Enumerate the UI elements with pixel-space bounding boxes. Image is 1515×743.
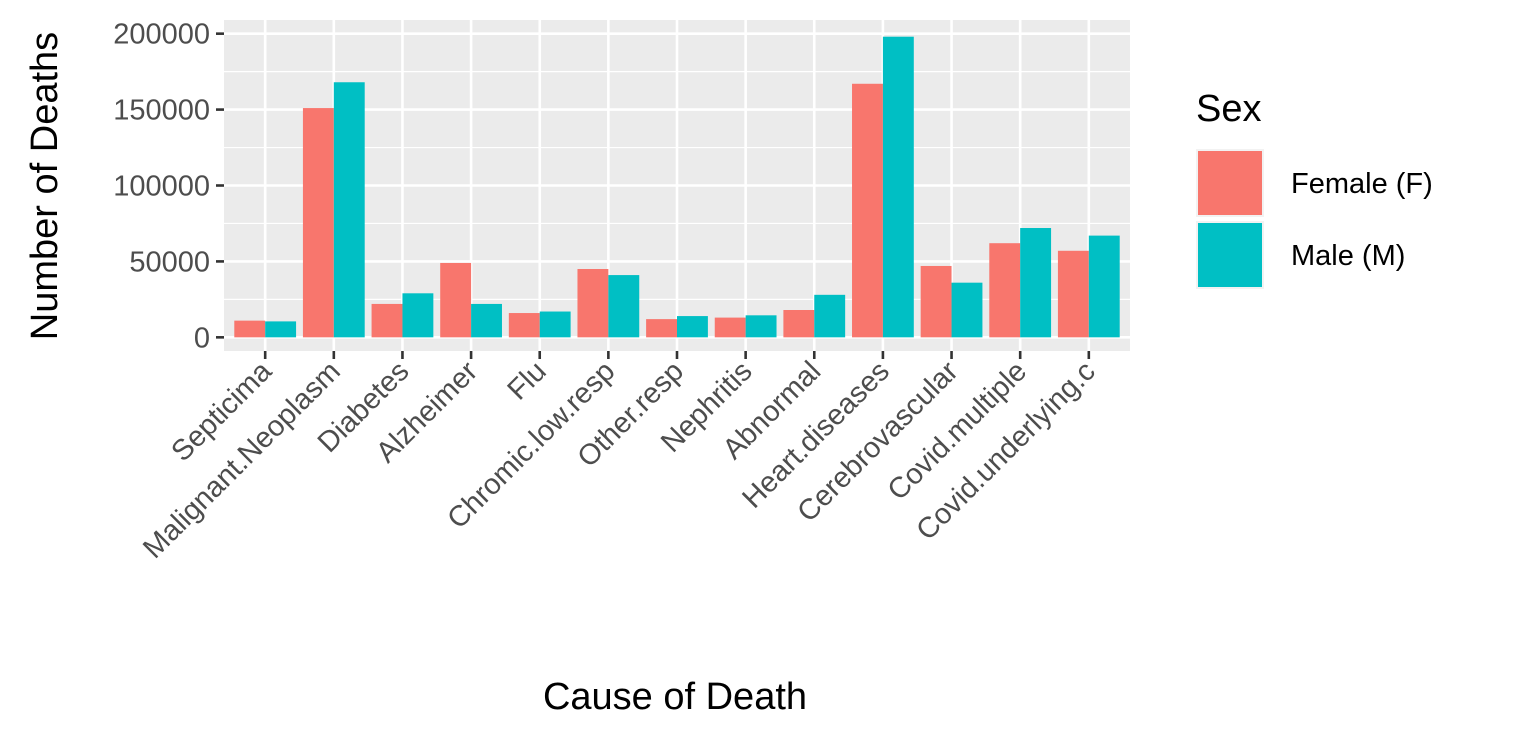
bar [783,310,815,338]
x-tick-label: Flu [502,355,553,406]
bar [402,293,434,338]
bar [1088,235,1120,338]
y-tick-label: 200000 [113,19,210,51]
bar [608,275,640,338]
x-axis: SepticimaMalignant.NeoplasmDiabetesAlzhe… [137,351,1102,565]
bar [440,262,472,338]
y-tick-label: 100000 [113,171,210,203]
bar [677,316,708,338]
y-tick-label: 50000 [129,246,210,278]
bar [814,294,846,338]
bar [714,317,746,338]
x-axis-title: Cause of Death [543,676,807,718]
bar [333,82,365,338]
bar [1057,250,1089,338]
legend-label: Male (M) [1291,240,1405,272]
bar [302,108,334,338]
legend-key [1198,223,1262,287]
legend-key [1198,151,1262,215]
bar [234,320,266,338]
y-axis: 0 50000 100000 150000 200000 [113,19,224,354]
bar [508,313,540,338]
bar [745,315,777,338]
bar [989,243,1021,338]
y-axis-title: Number of Deaths [24,32,66,340]
bar [471,303,502,338]
bar [882,36,914,338]
y-tick-label: 0 [194,322,210,354]
bar [577,269,609,338]
legend-title: Sex [1196,88,1261,130]
bar [646,319,677,338]
bar [371,303,403,338]
legend: Sex Female (F) Male (M) [1196,88,1433,289]
bar [265,321,297,338]
y-tick-label: 150000 [113,95,210,127]
bars [234,36,1120,338]
bar [920,265,952,338]
bar [852,83,883,338]
bar [539,311,571,338]
legend-label: Female (F) [1291,168,1433,200]
bar [1020,228,1052,338]
bar [951,282,983,338]
